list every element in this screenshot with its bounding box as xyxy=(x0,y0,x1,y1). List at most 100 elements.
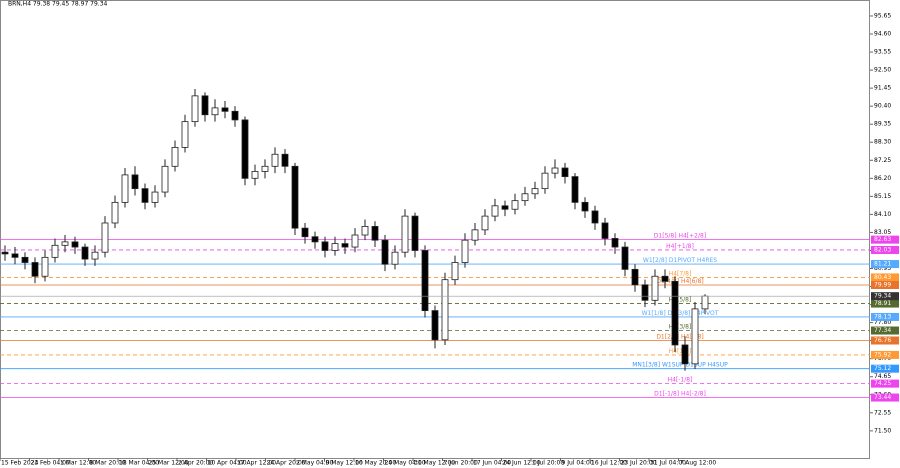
candle-body xyxy=(581,201,589,212)
level-box xyxy=(871,273,899,282)
candle-body xyxy=(281,153,289,167)
level-box xyxy=(871,326,899,335)
candle-body xyxy=(631,268,639,286)
level-value: 77.34 xyxy=(874,327,891,334)
candle-body xyxy=(701,295,709,310)
y-tick-label: 72.55 xyxy=(874,409,891,416)
level-value: 76.76 xyxy=(874,337,891,344)
y-tick-label: 87.25 xyxy=(874,157,891,164)
candle-body xyxy=(571,176,579,203)
x-tick-label: 24 May 04:00 xyxy=(385,460,426,467)
candle-body xyxy=(241,119,249,179)
candle-body xyxy=(71,241,79,248)
level-label: H4[1/8] xyxy=(669,348,692,355)
level-box xyxy=(871,364,899,373)
level-box xyxy=(871,350,899,359)
candle-body xyxy=(81,246,89,260)
candle-body xyxy=(671,280,679,346)
x-tick-label: 10 Apr 04:00 xyxy=(208,460,247,467)
candle-body xyxy=(311,236,319,243)
level-value: 80.43 xyxy=(874,274,891,281)
candle-body xyxy=(601,222,609,239)
x-tick-label: 25 Mar 12:00 xyxy=(149,460,189,467)
y-tick-label: 94.60 xyxy=(874,31,891,38)
level-label: D1[2/8] H4[2/8] xyxy=(656,333,703,340)
y-tick-label: 93.55 xyxy=(874,49,891,56)
candle-body xyxy=(401,215,409,253)
x-tick-label: 8 Mar 20:00 xyxy=(90,460,126,467)
candle-body xyxy=(441,279,449,341)
candle-body xyxy=(691,308,699,365)
x-tick-label: 1 Jul 20:00 xyxy=(532,460,564,467)
level-box xyxy=(871,245,899,254)
chart-title: BRN,H4 79.38 79.45 78.97 79.34 xyxy=(8,1,108,8)
candle-body xyxy=(321,241,329,251)
y-tick-label: 89.35 xyxy=(874,121,891,128)
candle-body xyxy=(371,226,379,241)
candle-body xyxy=(551,167,559,174)
candle-body xyxy=(151,191,159,203)
level-label: MN1[3/8] W1SUP D1SUP H4SUP xyxy=(632,362,728,369)
level-value: 79.99 xyxy=(874,282,891,289)
level-box xyxy=(871,336,899,345)
level-label: D1[-1/8] H4[-2/8] xyxy=(654,391,706,398)
candle-body xyxy=(351,234,359,248)
x-tick-label: 1 Mar 12:00 xyxy=(60,460,96,467)
level-label: D1[5/8] H4[+2/8] xyxy=(654,233,706,240)
candle-body xyxy=(271,153,279,167)
x-tick-label: 16 Jul 12:00 xyxy=(591,460,627,467)
level-label: W1[1/8] D1[3/8] H4PIVOT xyxy=(642,310,719,317)
current-price-box xyxy=(871,292,899,301)
x-tick-label: 9 May 12:00 xyxy=(326,460,364,467)
candle-body xyxy=(621,246,629,270)
candle-body xyxy=(231,110,239,121)
y-tick-label: 86.20 xyxy=(874,175,891,182)
candle-body xyxy=(411,215,419,251)
level-value: 75.12 xyxy=(874,365,891,372)
candle-body xyxy=(121,174,129,203)
candle-body xyxy=(461,239,469,263)
y-tick-label: 80.95 xyxy=(874,265,891,272)
candle-body xyxy=(91,251,99,260)
level-label: H4[7/8] xyxy=(669,270,692,277)
x-tick-label: 9 Jul 04:00 xyxy=(562,460,594,467)
level-label: H4[-1/8] xyxy=(668,377,693,384)
candle-body xyxy=(191,95,199,123)
plot-frame xyxy=(0,0,870,459)
candle-body xyxy=(261,165,269,172)
candle-body xyxy=(451,262,459,281)
x-tick-label: 17 Jun 04:00 xyxy=(473,460,511,467)
candle-body xyxy=(521,193,529,202)
level-box xyxy=(871,299,899,308)
y-tick-label: 95.65 xyxy=(874,12,891,19)
level-value: 74.25 xyxy=(874,380,891,387)
candle-body xyxy=(611,238,619,248)
candle-body xyxy=(661,275,669,282)
level-label: H4[+1/8] xyxy=(666,243,694,250)
level-box xyxy=(871,235,899,244)
candle-body xyxy=(541,172,549,190)
candle-body xyxy=(11,253,19,258)
y-tick-label: 85.15 xyxy=(874,193,891,200)
candle-body xyxy=(331,243,339,251)
candle-body xyxy=(301,227,309,238)
level-value: 81.21 xyxy=(874,261,891,268)
candle-body xyxy=(141,188,149,203)
candle-body xyxy=(641,284,649,301)
candle-body xyxy=(481,215,489,231)
candle-body xyxy=(361,226,369,236)
y-tick-label: 92.50 xyxy=(874,67,891,74)
candle-body xyxy=(491,205,499,217)
level-label: D1[4/8] H4[6/8] xyxy=(656,278,703,285)
candle-body xyxy=(681,344,689,365)
current-price-value: 79.34 xyxy=(874,293,891,300)
candle-body xyxy=(101,222,109,253)
candle-body xyxy=(61,241,69,246)
x-tick-label: 2 May 04:00 xyxy=(296,460,334,467)
candle-body xyxy=(501,205,509,210)
candle-body xyxy=(471,229,479,241)
candle-body xyxy=(171,146,179,167)
candle-body xyxy=(181,121,189,148)
